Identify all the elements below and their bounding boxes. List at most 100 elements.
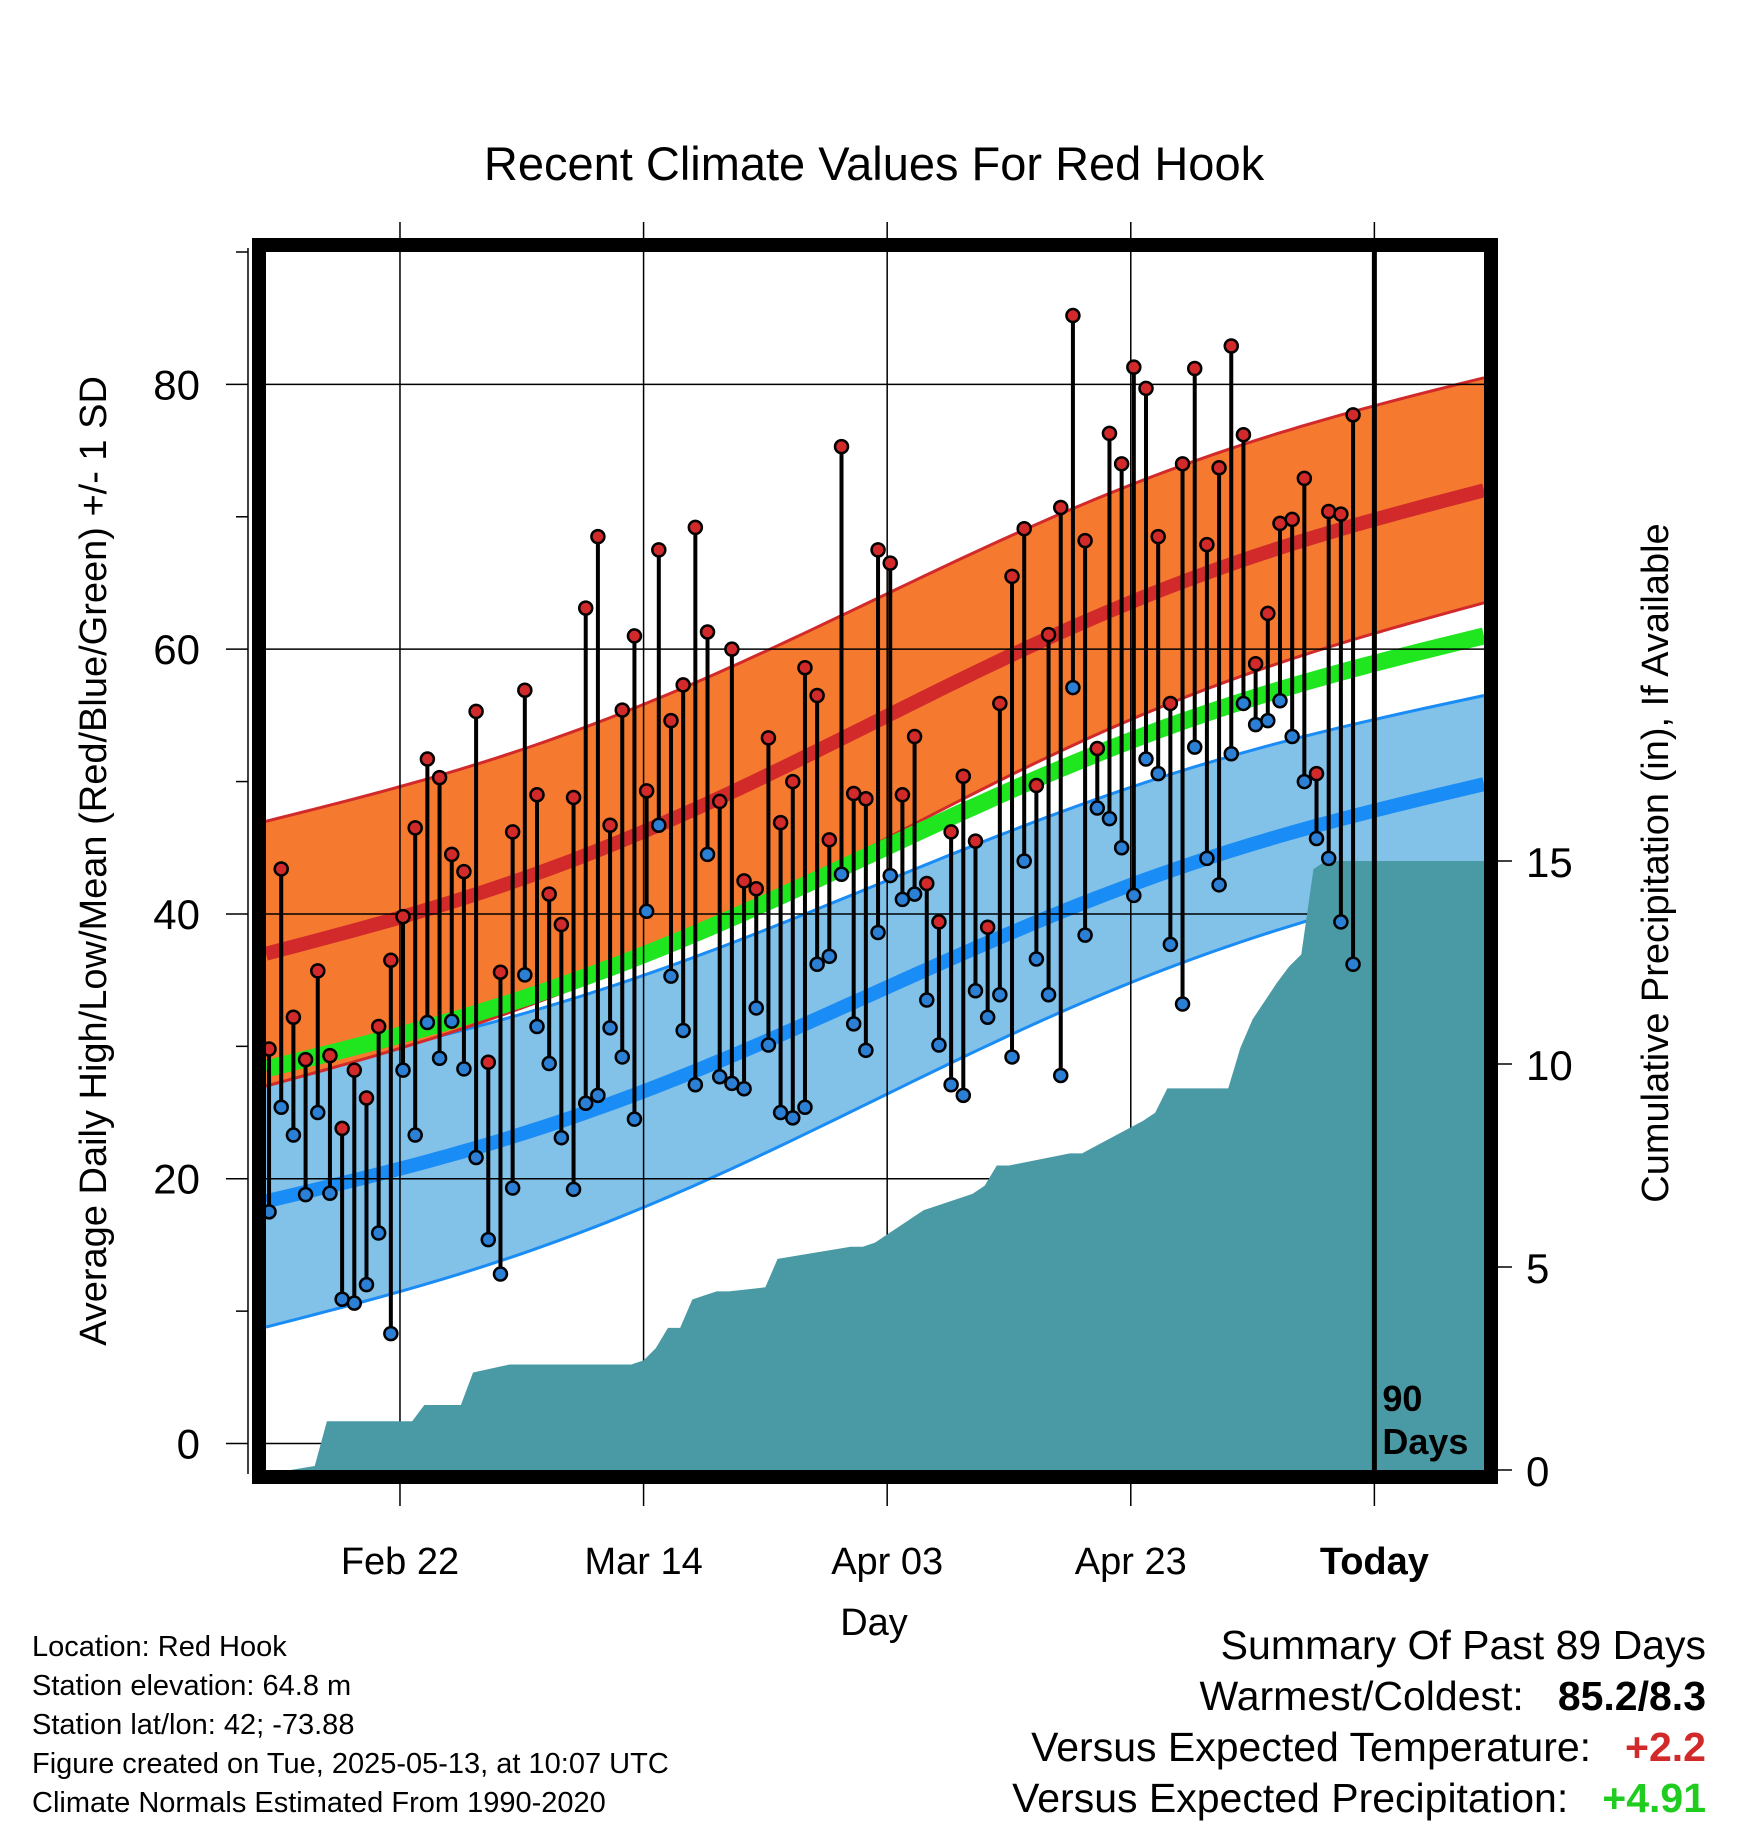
summary-heading: Summary Of Past 89 Days xyxy=(1220,1622,1706,1668)
x-tick-label-4: Today xyxy=(1320,1541,1429,1583)
daily-high-point-33 xyxy=(663,712,679,729)
daily-low-point-31 xyxy=(638,903,655,920)
y2-tick-label-2: 10 xyxy=(1526,1042,1573,1089)
daily-low-point-21 xyxy=(517,967,533,983)
daily-low-point-87 xyxy=(1320,850,1337,867)
daily-low-point-86 xyxy=(1308,830,1325,847)
daily-low-point-37 xyxy=(711,1069,728,1085)
summary-warmest-row: Warmest/Coldest: 85.2/8.3 xyxy=(1012,1671,1706,1722)
daily-high-point-15 xyxy=(443,846,460,863)
daily-high-point-2 xyxy=(285,1009,302,1025)
y2-tick-label-0: 0 xyxy=(1526,1448,1549,1495)
daily-low-point-7 xyxy=(346,1295,363,1311)
summary-precip-row: Versus Expected Precipitation: +4.91 xyxy=(1012,1773,1706,1824)
daily-high-point-53 xyxy=(906,728,923,745)
daily-high-point-34 xyxy=(675,677,691,693)
daily-low-point-2 xyxy=(285,1127,302,1143)
daily-high-point-55 xyxy=(931,914,947,930)
daily-high-point-84 xyxy=(1284,511,1300,528)
temp-departure-value: +2.2 xyxy=(1625,1724,1706,1770)
daily-high-point-42 xyxy=(772,814,789,831)
today-marker: 90 Days xyxy=(1371,252,1468,1470)
daily-high-point-3 xyxy=(297,1051,314,1068)
daily-low-point-79 xyxy=(1223,746,1240,762)
daily-low-point-19 xyxy=(492,1266,509,1282)
daily-low-point-35 xyxy=(687,1076,704,1093)
daily-low-point-9 xyxy=(370,1225,387,1241)
today-days-label: 90 Days xyxy=(1382,1378,1468,1462)
daily-high-point-24 xyxy=(553,916,570,933)
x-tick-label-2: Apr 03 xyxy=(831,1541,943,1583)
y-tick-label-0: 0 xyxy=(177,1421,200,1468)
daily-low-point-48 xyxy=(845,1016,862,1032)
location-text: Location: Red Hook xyxy=(32,1631,287,1663)
x-tick-label-0: Feb 22 xyxy=(341,1541,459,1583)
daily-low-point-8 xyxy=(358,1276,375,1293)
daily-low-point-45 xyxy=(809,956,825,973)
daily-low-point-33 xyxy=(663,968,679,984)
daily-high-point-10 xyxy=(383,952,399,969)
daily-high-point-28 xyxy=(602,817,618,834)
daily-low-point-41 xyxy=(760,1037,777,1053)
daily-low-point-14 xyxy=(431,1050,448,1067)
daily-low-point-17 xyxy=(468,1149,484,1166)
daily-low-point-18 xyxy=(480,1231,497,1248)
daily-high-point-66 xyxy=(1065,307,1081,324)
daily-high-point-77 xyxy=(1199,536,1215,553)
daily-low-point-32 xyxy=(651,817,667,834)
daily-low-point-76 xyxy=(1186,739,1203,755)
y2-tick-label-1: 5 xyxy=(1526,1245,1549,1292)
daily-high-point-29 xyxy=(614,702,631,718)
daily-high-point-20 xyxy=(504,824,521,840)
daily-low-point-15 xyxy=(443,1013,460,1029)
daily-low-point-42 xyxy=(772,1104,789,1121)
daily-high-point-70 xyxy=(1113,456,1130,472)
daily-high-point-6 xyxy=(334,1120,350,1137)
daily-low-point-77 xyxy=(1199,850,1215,867)
daily-high-point-36 xyxy=(699,624,716,640)
daily-low-point-27 xyxy=(590,1087,606,1104)
created-text: Figure created on Tue, 2025-05-13, at 10… xyxy=(32,1748,669,1780)
daily-high-point-30 xyxy=(626,628,643,644)
daily-low-point-36 xyxy=(699,846,716,863)
daily-low-point-10 xyxy=(383,1325,399,1342)
daily-high-point-18 xyxy=(480,1054,497,1070)
y2-axis-label: Cumulative Precipitation (in), If Availa… xyxy=(1635,523,1677,1202)
daily-low-point-29 xyxy=(614,1049,631,1065)
daily-low-point-52 xyxy=(894,891,911,908)
daily-high-point-45 xyxy=(809,687,825,704)
daily-low-point-65 xyxy=(1052,1067,1069,1084)
daily-high-point-68 xyxy=(1089,740,1106,757)
station-info: Location: Red Hook Station elevation: 64… xyxy=(32,1628,669,1823)
daily-low-point-13 xyxy=(419,1014,436,1031)
daily-low-point-69 xyxy=(1101,810,1118,827)
daily-high-point-7 xyxy=(346,1062,363,1078)
daily-low-point-88 xyxy=(1333,914,1349,930)
daily-high-point-74 xyxy=(1162,695,1179,712)
precip-area xyxy=(266,861,1484,1470)
daily-low-point-44 xyxy=(797,1099,813,1115)
daily-high-point-40 xyxy=(748,881,764,897)
y-tick-label-4: 80 xyxy=(153,361,200,408)
daily-low-point-83 xyxy=(1272,693,1288,709)
daily-low-point-71 xyxy=(1126,887,1142,904)
daily-low-point-3 xyxy=(297,1186,314,1203)
daily-low-point-40 xyxy=(748,1000,764,1016)
daily-low-point-72 xyxy=(1138,751,1154,767)
daily-high-point-23 xyxy=(541,886,557,902)
daily-high-point-9 xyxy=(370,1018,387,1035)
daily-low-point-16 xyxy=(456,1061,472,1077)
daily-low-point-78 xyxy=(1211,877,1227,893)
daily-high-point-65 xyxy=(1052,499,1069,516)
daily-high-point-86 xyxy=(1308,765,1325,782)
daily-high-point-52 xyxy=(894,787,911,803)
daily-high-point-54 xyxy=(919,875,935,892)
daily-high-point-60 xyxy=(992,695,1008,712)
daily-low-point-64 xyxy=(1040,986,1057,1003)
daily-low-point-11 xyxy=(395,1062,411,1078)
daily-low-point-75 xyxy=(1174,996,1191,1012)
y2-tick-label-3: 15 xyxy=(1526,839,1573,886)
precip-area-group xyxy=(266,861,1484,1470)
daily-high-point-17 xyxy=(468,703,484,720)
summary-panel: Summary Of Past 89 Days Warmest/Coldest:… xyxy=(1012,1620,1706,1824)
